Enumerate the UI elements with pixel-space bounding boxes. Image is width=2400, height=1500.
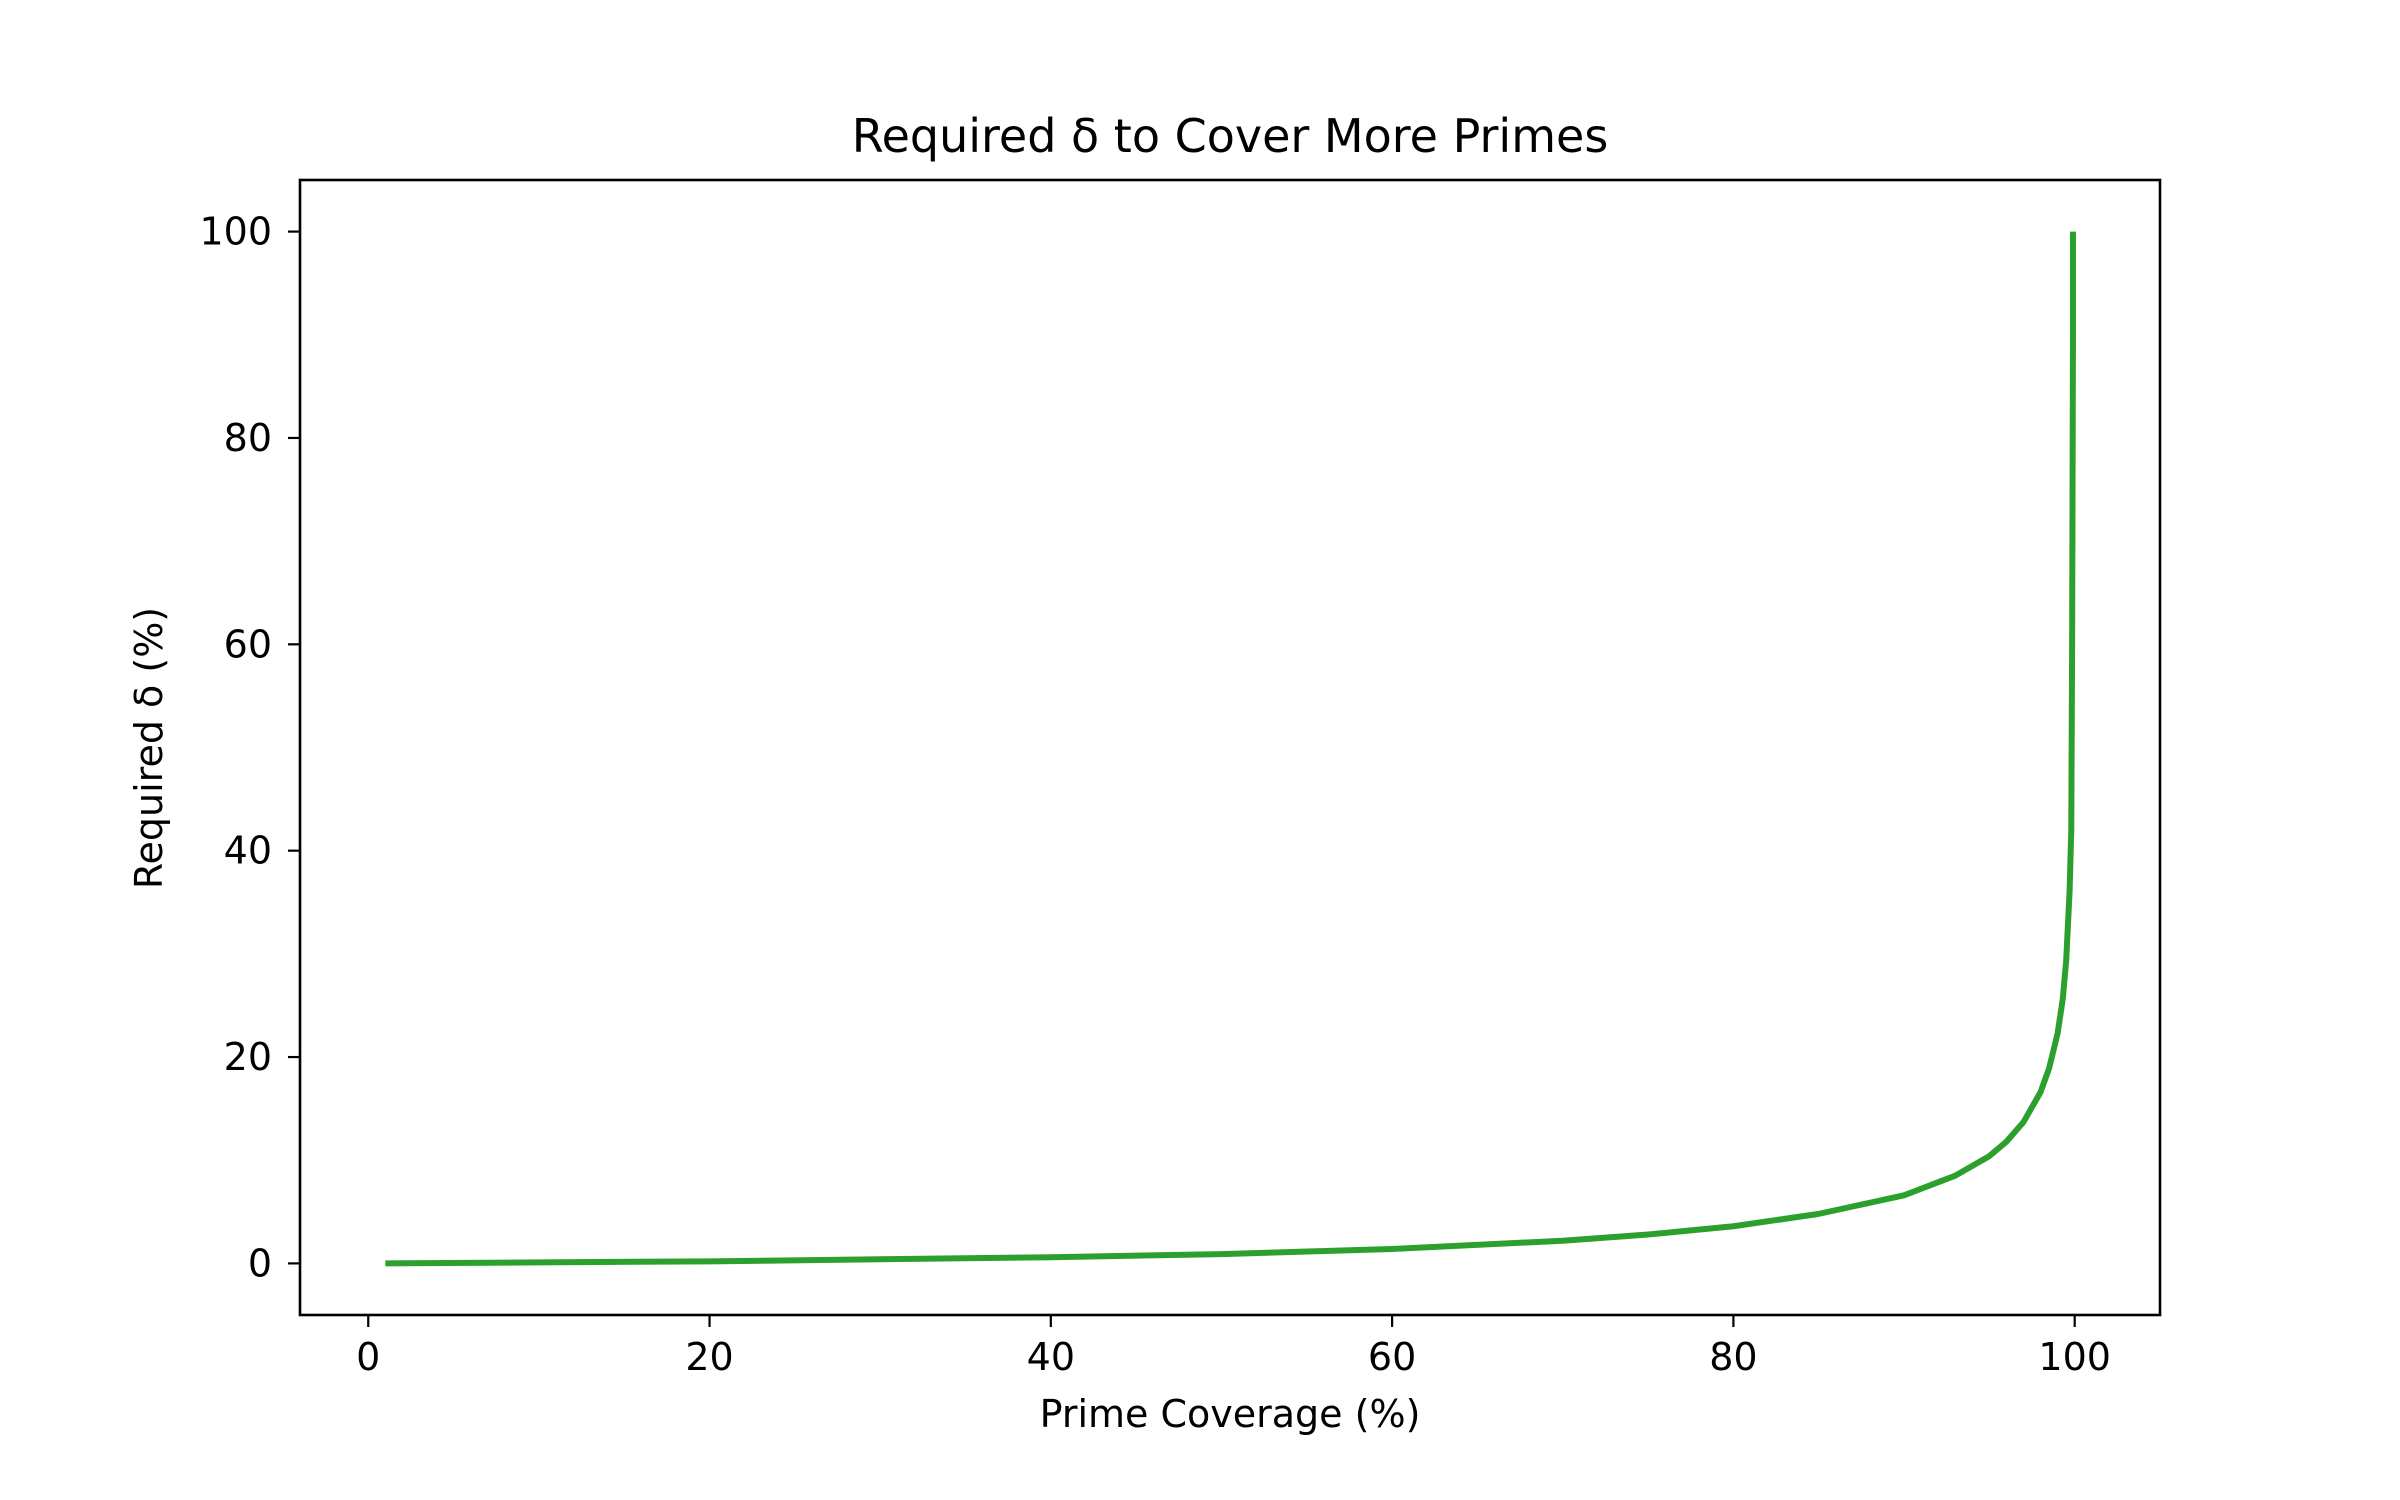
x-tick-label: 20 xyxy=(685,1335,733,1379)
plot-frame xyxy=(298,178,2162,1317)
y-tick-label: 0 xyxy=(248,1241,272,1285)
axis-ticks: 0 20 40 60 80 100 0 20 40 60 80 100 xyxy=(199,210,2110,1379)
y-tick-label: 40 xyxy=(224,829,272,873)
y-tick-label: 80 xyxy=(224,416,272,460)
plot-area xyxy=(300,180,2160,1315)
series-layer xyxy=(385,231,2076,1267)
x-tick-label: 100 xyxy=(2038,1335,2111,1379)
x-tick-label: 0 xyxy=(356,1335,380,1379)
y-tick-label: 100 xyxy=(199,210,272,254)
x-tick-label: 40 xyxy=(1027,1335,1075,1379)
x-tick-label: 80 xyxy=(1709,1335,1757,1379)
x-axis-label: Prime Coverage (%) xyxy=(1040,1392,1421,1436)
y-tick-label: 60 xyxy=(224,622,272,666)
chart-title: Required δ to Cover More Primes xyxy=(852,109,1609,163)
x-tick-label: 60 xyxy=(1368,1335,1416,1379)
y-axis-label: Required δ (%) xyxy=(127,607,171,889)
series-line xyxy=(385,231,2076,1267)
y-tick-label: 20 xyxy=(224,1035,272,1079)
